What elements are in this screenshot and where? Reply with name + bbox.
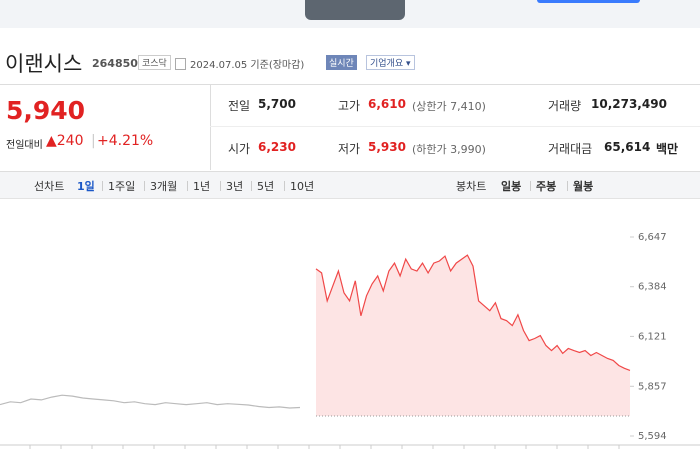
y-tick-label: 6,647 <box>638 232 667 243</box>
stat-value: 6,610 <box>368 97 406 111</box>
company-info-button[interactable]: 기업개요 ▾ <box>366 55 415 70</box>
banner-button[interactable] <box>537 0 640 3</box>
area-fill <box>316 255 630 416</box>
stat-label: 고가 <box>338 99 361 113</box>
stat-value: 65,614 <box>604 140 651 154</box>
change-label: 전일대비 <box>6 140 43 151</box>
stat-label: 전일 <box>228 99 251 113</box>
candle-tab[interactable]: 월봉 <box>573 180 594 193</box>
stat-value: 5,930 <box>368 140 406 154</box>
candle-chart-label: 봉차트 <box>456 180 487 193</box>
separator <box>144 181 145 191</box>
separator <box>530 181 531 191</box>
separator <box>567 181 568 191</box>
stat-label: 저가 <box>338 142 361 156</box>
period-tab[interactable]: 1일 <box>77 180 95 193</box>
stock-code: 264850 <box>92 57 138 70</box>
period-tab[interactable]: 10년 <box>290 180 315 193</box>
chart: 6,647 6,384 6,121 5,857 5,594 <box>0 232 700 449</box>
line-chart-label: 선차트 <box>34 180 65 193</box>
separator <box>220 181 221 191</box>
change-percent: +4.21% <box>97 133 154 149</box>
stat-extra: (하한가 3,990) <box>412 143 486 156</box>
change: ▲240 <box>46 133 84 149</box>
y-tick-label: 6,384 <box>638 282 667 293</box>
price-line <box>0 394 301 409</box>
current-price: 5,940 <box>6 96 86 125</box>
stock-name: 이랜시스 <box>5 52 83 76</box>
divider <box>210 126 700 127</box>
stat-unit: 백만 <box>656 142 679 156</box>
stat-extra: (상한가 7,410) <box>412 100 486 113</box>
market-badge: 코스닥 <box>138 55 171 70</box>
stat-value: 6,230 <box>258 140 296 154</box>
calendar-icon <box>175 58 186 70</box>
company-info-label: 기업개요 <box>370 59 404 69</box>
period-tab[interactable]: 3년 <box>226 180 244 193</box>
separator <box>102 181 103 191</box>
period-tab[interactable]: 5년 <box>257 180 275 193</box>
period-tab[interactable]: 3개월 <box>150 180 178 193</box>
stat-value: 5,700 <box>258 97 296 111</box>
price-line <box>315 254 631 371</box>
banner-image <box>305 0 405 20</box>
chart-tabs <box>0 172 700 199</box>
y-tick-label: 5,594 <box>638 431 667 442</box>
quote-box <box>0 84 700 172</box>
stat-label: 거래대금 <box>548 142 593 156</box>
y-tick-label: 5,857 <box>638 381 667 392</box>
y-tick-label: 6,121 <box>638 331 667 342</box>
separator <box>187 181 188 191</box>
period-tab[interactable]: 1년 <box>193 180 211 193</box>
separator <box>251 181 252 191</box>
candle-tab[interactable]: 주봉 <box>536 180 557 193</box>
candle-tab[interactable]: 일봉 <box>501 180 522 193</box>
period-tab[interactable]: 1주일 <box>108 180 136 193</box>
stat-label: 시가 <box>228 142 251 156</box>
divider <box>210 84 211 170</box>
date: 2024.07.05 기준(장마감) <box>190 60 305 71</box>
stat-value: 10,273,490 <box>591 97 667 111</box>
separator <box>284 181 285 191</box>
stat-label: 거래량 <box>548 99 582 113</box>
realtime-button[interactable]: 실시간 <box>326 55 357 70</box>
